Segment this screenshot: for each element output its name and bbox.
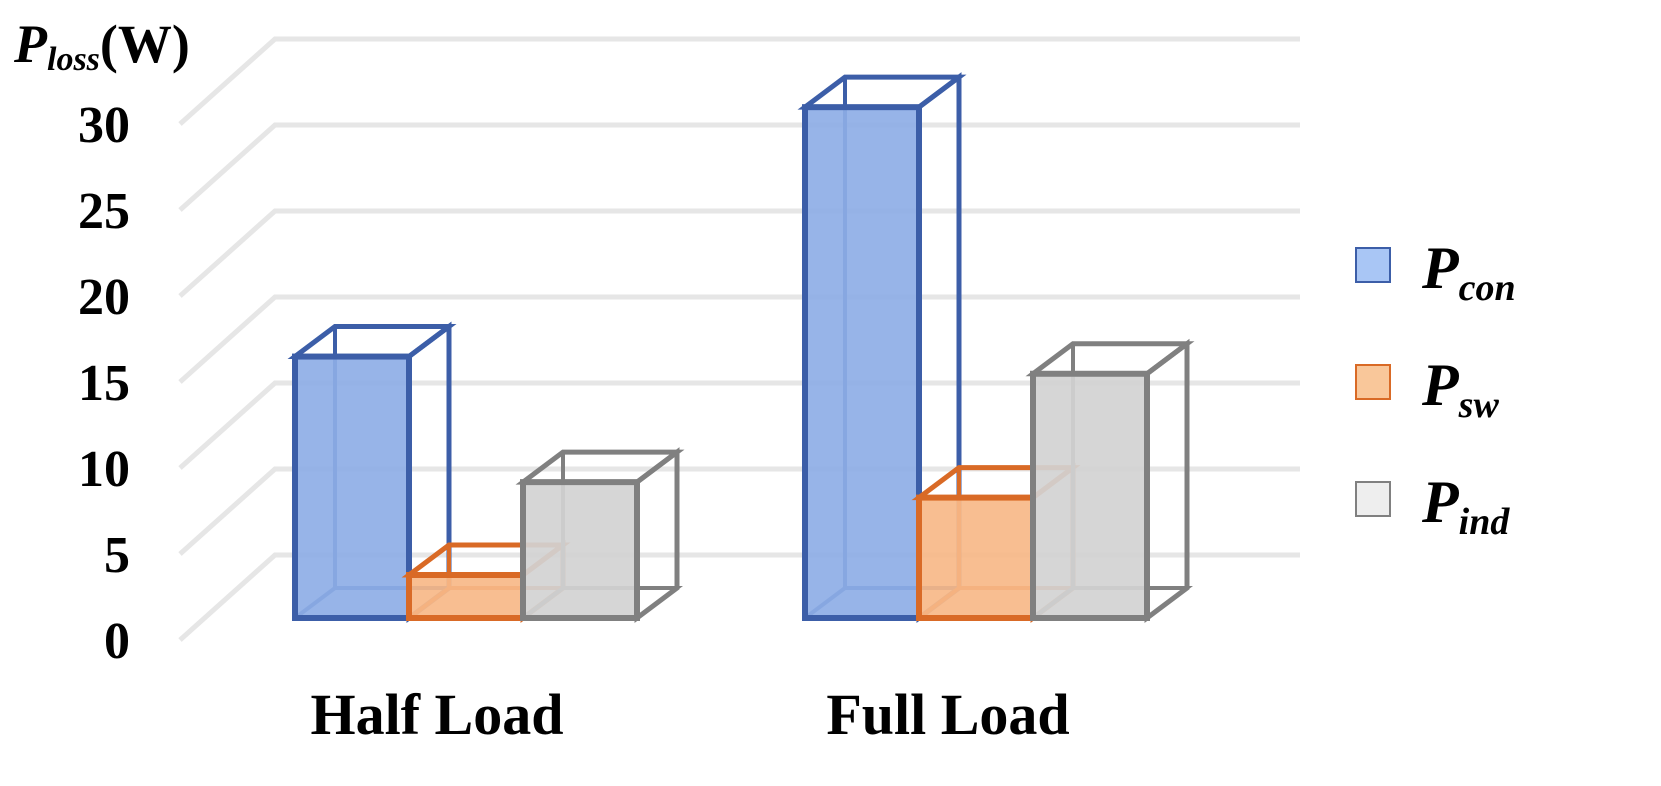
gridline — [178, 36, 1300, 126]
legend-item: Pcon — [1355, 235, 1516, 309]
y-axis-label-sub: loss — [47, 41, 100, 78]
legend-item: Psw — [1355, 352, 1499, 426]
y-tick-label: 20 — [78, 269, 130, 326]
legend-label: Pind — [1421, 469, 1510, 543]
y-tick-label: 15 — [78, 355, 130, 412]
legend-item: Pind — [1355, 469, 1510, 543]
legend-swatch — [1355, 364, 1391, 400]
y-tick-label: 5 — [104, 527, 130, 584]
bars — [287, 72, 1195, 623]
x-category-label: Full Load — [826, 682, 1069, 747]
gridline — [178, 208, 1300, 298]
bar — [515, 447, 685, 623]
gridlines — [178, 36, 1300, 642]
y-axis-ticks: 0 5 10 15 20 25 30 — [78, 97, 130, 670]
y-tick-label: 10 — [78, 441, 130, 498]
y-tick-label: 0 — [104, 613, 130, 670]
y-axis-label-unit: (W) — [100, 14, 190, 74]
bar — [1025, 338, 1195, 623]
legend: Pcon Psw Pind — [1355, 235, 1516, 543]
gridline — [178, 122, 1300, 212]
bar — [287, 321, 457, 623]
y-axis-label-main: P — [13, 14, 48, 74]
legend-swatch — [1355, 481, 1391, 517]
y-tick-label: 25 — [78, 183, 130, 240]
y-tick-label: 30 — [78, 97, 130, 154]
x-category-label: Half Load — [311, 682, 564, 747]
legend-label: Pcon — [1421, 235, 1516, 309]
legend-label: Psw — [1421, 352, 1499, 426]
x-axis-categories: Half Load Full Load — [311, 682, 1070, 747]
bar — [797, 72, 967, 623]
y-axis-label: Ploss(W) — [13, 14, 190, 78]
legend-swatch — [1355, 247, 1391, 283]
